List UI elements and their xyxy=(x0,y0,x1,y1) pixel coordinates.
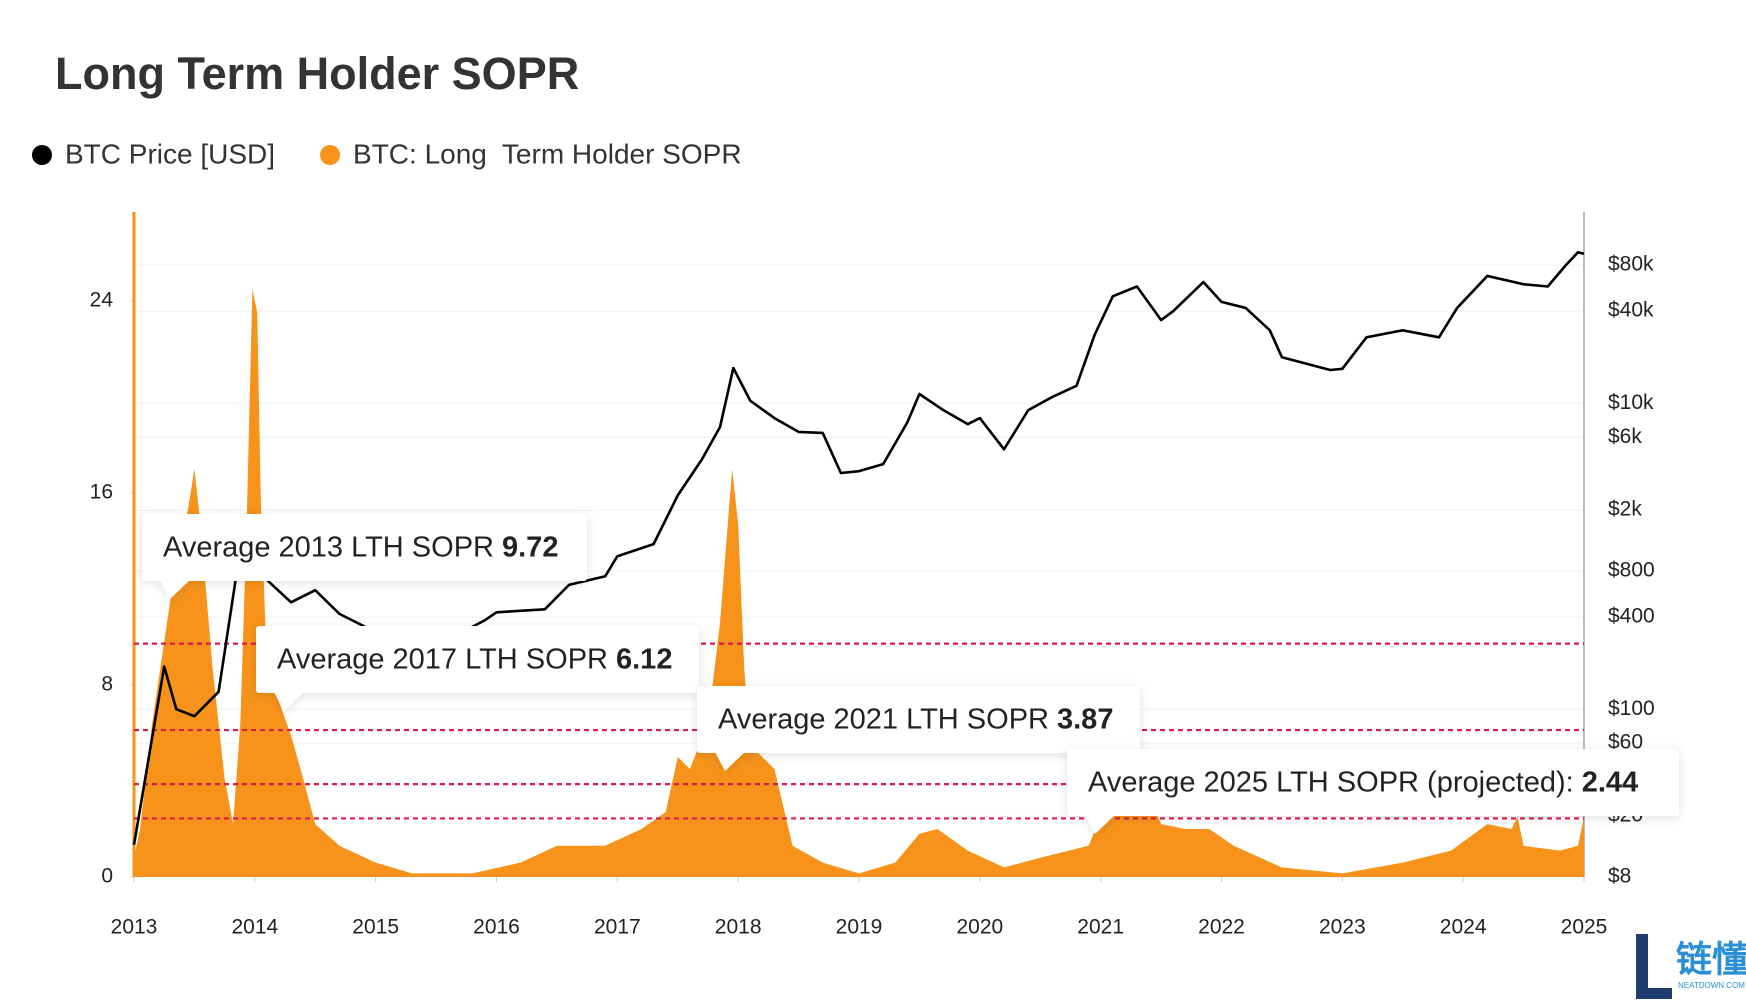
legend: BTC Price [USD] BTC: Long Term Holder SOP… xyxy=(32,138,742,169)
x-tick-label: 2019 xyxy=(836,916,883,939)
y-tick-label: 8 xyxy=(101,672,113,695)
annotation-text: Average 2021 LTH SOPR 3.87 xyxy=(718,703,1113,735)
x-tick-label: 2020 xyxy=(956,916,1003,939)
y-tick-label: 0 xyxy=(101,865,113,888)
watermark-text: 链懂 xyxy=(1676,939,1746,980)
watermark-sub: NEATDOWN.COM xyxy=(1678,981,1745,990)
y2-tick-label: $40k xyxy=(1608,299,1654,322)
annotation xyxy=(256,626,699,711)
y2-tick-label: $6k xyxy=(1608,425,1642,448)
annotation-label: Average 2013 LTH SOPR xyxy=(163,531,494,563)
x-tick-label: 2016 xyxy=(473,916,520,939)
legend-marker xyxy=(320,145,341,165)
x-tick-label: 2014 xyxy=(231,916,278,939)
annotation-label: Average 2025 LTH SOPR (projected): xyxy=(1088,766,1574,798)
annotation-pointer xyxy=(160,580,190,599)
price-line xyxy=(132,251,1585,845)
legend-label: BTC Price [USD] xyxy=(65,138,275,169)
y2-tick-label: $2k xyxy=(1608,498,1642,521)
x-tick-label: 2025 xyxy=(1561,916,1608,939)
x-tick-label: 2013 xyxy=(111,916,158,939)
annotation-value: 6.12 xyxy=(616,643,672,675)
y2-tick-label: $400 xyxy=(1608,605,1655,628)
annotation-label: Average 2021 LTH SOPR xyxy=(718,703,1049,735)
annotation-box xyxy=(256,626,699,693)
annotation-text: Average 2017 LTH SOPR 6.12 xyxy=(277,643,672,675)
watermark: 链懂 NEATDOWN.COM xyxy=(1636,934,1746,999)
annotation-box xyxy=(142,514,587,581)
x-tick-label: 2023 xyxy=(1319,916,1366,939)
y2-tick-label: $60 xyxy=(1608,731,1643,754)
annotation-box xyxy=(1067,749,1679,816)
y2-tick-label: $80k xyxy=(1608,253,1654,276)
annotation-value: 2.44 xyxy=(1582,766,1638,798)
chart-title: Long Term Holder SOPR xyxy=(55,48,579,99)
plot-area: $8$20$60$100$400$800$2k$6k$10k$40k$80k08… xyxy=(90,212,1655,939)
y2-tick-label: $100 xyxy=(1608,697,1655,720)
annotation-box xyxy=(697,686,1140,753)
x-tick-label: 2021 xyxy=(1077,916,1124,939)
annotation xyxy=(697,686,1140,771)
x-tick-label: 2018 xyxy=(715,916,762,939)
y2-tick-label: $800 xyxy=(1608,559,1655,582)
annotation-value: 3.87 xyxy=(1057,703,1113,735)
y2-tick-label: $8 xyxy=(1608,865,1631,888)
annotation-text: Average 2013 LTH SOPR 9.72 xyxy=(163,531,558,563)
annotation-pointer xyxy=(274,692,304,711)
annotation-pointer xyxy=(1085,815,1115,834)
x-tick-label: 2017 xyxy=(594,916,641,939)
annotation-pointer xyxy=(715,752,745,771)
annotation xyxy=(1067,749,1679,834)
legend-label: BTC: Long Term Holder SOPR xyxy=(353,138,742,169)
annotation-value: 9.72 xyxy=(502,531,558,563)
annotation xyxy=(142,514,587,599)
y-tick-label: 24 xyxy=(90,288,114,311)
watermark-logo xyxy=(1636,934,1672,999)
x-tick-label: 2015 xyxy=(352,916,399,939)
x-tick-label: 2022 xyxy=(1198,916,1245,939)
annotations: Average 2013 LTH SOPR 9.72 Average 2017 LT… xyxy=(142,514,1679,834)
y2-tick-label: $10k xyxy=(1608,391,1654,414)
y-tick-label: 16 xyxy=(90,480,113,503)
legend-marker xyxy=(32,145,52,165)
annotation-label: Average 2017 LTH SOPR xyxy=(277,643,608,675)
x-tick-label: 2024 xyxy=(1440,916,1487,939)
annotation-text: Average 2025 LTH SOPR (projected): 2.44 xyxy=(1088,766,1638,798)
